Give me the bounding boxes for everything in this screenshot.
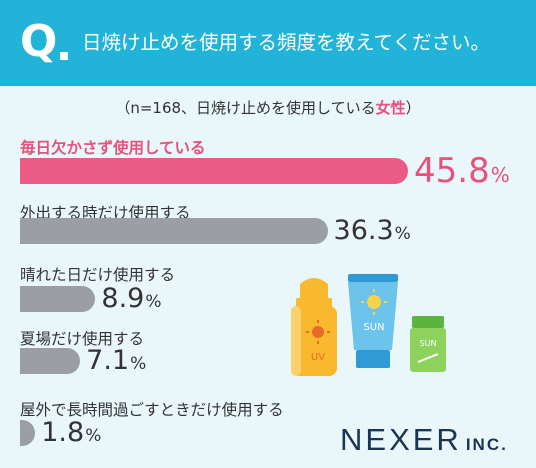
bar (20, 420, 36, 446)
sun-small-icon: SUN (410, 316, 446, 372)
category-label: 外出する時だけ使用する (20, 204, 191, 222)
uv-bottle-icon: UV (291, 278, 337, 376)
logo-name: NEXER (340, 422, 462, 457)
category-label: 晴れた日だけ使用する (20, 266, 176, 284)
value-unit: % (145, 292, 162, 312)
value-label: 7.1% (86, 346, 146, 379)
value-unit: % (130, 354, 147, 374)
note-suffix: ） (405, 99, 421, 117)
bar (20, 348, 81, 374)
value-number: 8.9 (101, 283, 145, 314)
value-number: 45.8 (414, 151, 490, 191)
sun-tube-icon: SUN (348, 274, 398, 368)
value-number: 7.1 (86, 345, 130, 376)
logo-suffix: INC. (465, 435, 508, 454)
value-unit: % (490, 163, 510, 187)
bar (20, 286, 96, 312)
note-prefix: （n=168、日焼け止めを使用している (115, 99, 376, 117)
value-label: 36.3% (334, 216, 411, 249)
sun-text: SUN (363, 322, 384, 333)
question-title: 日焼け止めを使用する頻度を教えてください。 (82, 31, 490, 54)
q-mark: Q (20, 16, 58, 67)
value-label: 8.9% (101, 284, 161, 317)
category-label: 毎日欠かさず使用している (20, 139, 206, 157)
nexer-logo: NEXER INC. (340, 422, 508, 458)
bar (20, 218, 328, 244)
value-number: 36.3 (333, 215, 394, 246)
uv-text: UV (311, 352, 325, 363)
category-label: 夏場だけ使用する (20, 330, 145, 348)
value-unit: % (85, 426, 102, 446)
sunscreen-illustration: UV SUN SUN (291, 274, 446, 376)
bar (20, 158, 408, 184)
category-label: 屋外で長時間過ごすときだけ使用する (20, 401, 284, 419)
q-dot (60, 52, 68, 60)
value-label: 1.8% (41, 418, 101, 451)
value-unit: % (394, 224, 411, 244)
sun-small-text: SUN (420, 339, 437, 348)
header-banner: Q 日焼け止めを使用する頻度を教えてください。 (0, 0, 536, 86)
sample-note: （n=168、日焼け止めを使用している女性） (0, 97, 536, 118)
value-number: 1.8 (41, 417, 85, 448)
value-label: 45.8% (414, 154, 510, 192)
note-emphasis: 女性 (375, 99, 406, 117)
